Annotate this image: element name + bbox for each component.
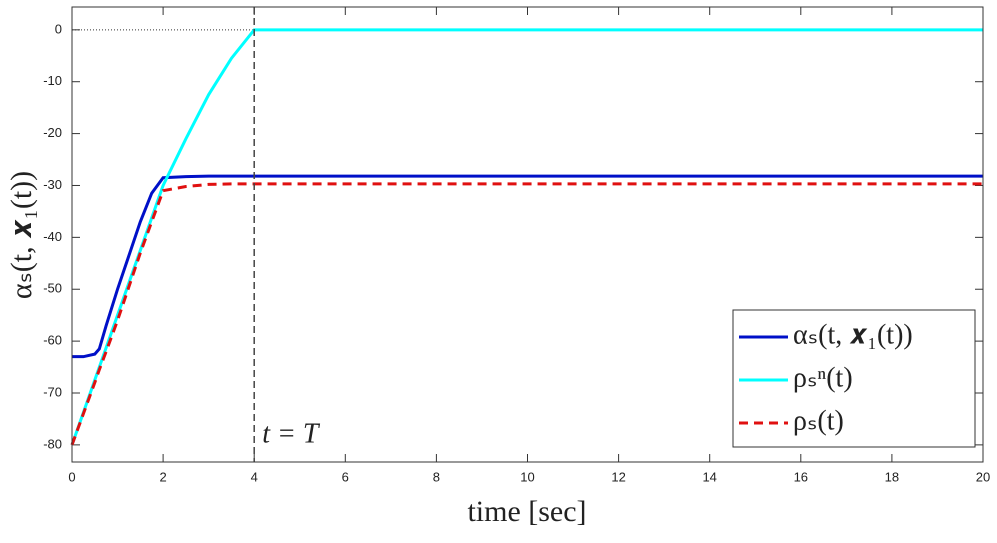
legend-label: ρₛ(t)	[793, 405, 844, 436]
x-tick-label: 20	[976, 469, 990, 484]
x-tick-label: 8	[433, 469, 440, 484]
x-tick-label: 0	[68, 469, 75, 484]
legend-label: αₛ(t, 𝒙₁(t))	[793, 319, 913, 350]
x-tick-label: 14	[702, 469, 716, 484]
y-tick-label: 0	[55, 21, 62, 36]
x-tick-label: 12	[611, 469, 625, 484]
series-line	[70, 182, 983, 446]
x-tick-label: 10	[520, 469, 534, 484]
x-axis-label: time [sec]	[467, 495, 586, 528]
x-tick-label: 4	[251, 469, 258, 484]
y-tick-label: -10	[43, 73, 62, 88]
y-tick-label: -80	[43, 436, 62, 451]
y-tick-label: -30	[43, 177, 62, 192]
y-tick-label: -60	[43, 333, 62, 348]
y-tick-label: -70	[43, 384, 62, 399]
y-tick-label: -20	[43, 125, 62, 140]
x-tick-label: 18	[885, 469, 899, 484]
plot-frame	[71, 6, 984, 463]
legend-label: ρₛⁿ(t)	[793, 362, 853, 393]
series-line	[72, 174, 983, 359]
x-tick-label: 2	[159, 469, 166, 484]
y-tick-label: -50	[43, 281, 62, 296]
x-tick-label: 16	[794, 469, 808, 484]
x-tick-label: 6	[342, 469, 349, 484]
y-axis-label: αₛ(t, 𝒙₁(t))	[5, 171, 38, 299]
y-tick-label: -40	[43, 229, 62, 244]
annotation: t = T	[262, 418, 321, 449]
